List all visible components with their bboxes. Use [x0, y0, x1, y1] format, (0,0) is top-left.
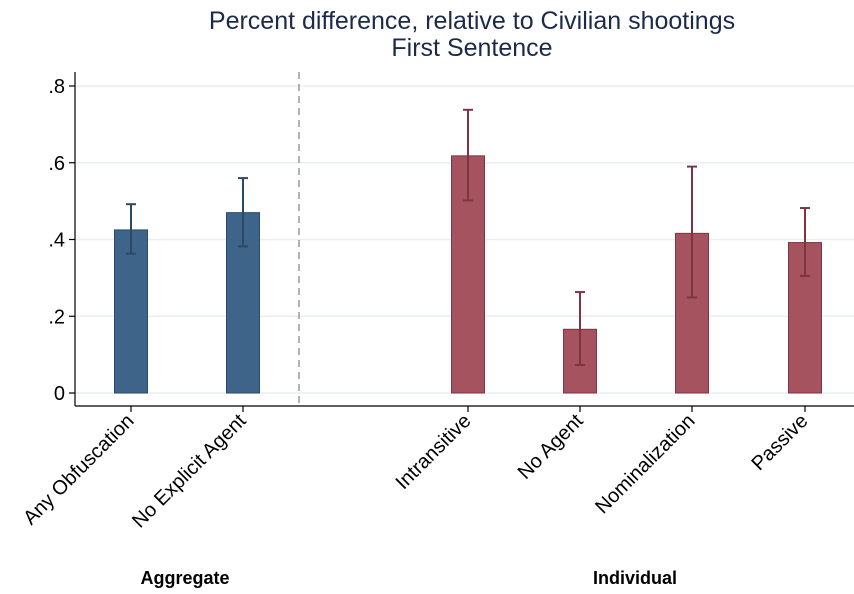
- group-label-individual: Individual: [592, 568, 678, 588]
- x-tick-label: Passive: [747, 410, 812, 475]
- x-tick-label: No Explicit Agent: [128, 410, 251, 533]
- x-tick-label: No Agent: [514, 410, 588, 484]
- chart-subtitle: First Sentence: [391, 34, 553, 62]
- bar: [114, 229, 148, 394]
- group-label-aggregate: Aggregate: [140, 568, 230, 588]
- chart-title: Percent difference, relative to Civilian…: [208, 7, 736, 35]
- x-tick-label: Nominalization: [591, 410, 699, 518]
- y-tick-label: .4: [48, 230, 65, 252]
- y-tick-label: .8: [48, 76, 65, 98]
- x-tick-label: Intransitive: [392, 410, 476, 494]
- y-tick-label: .2: [48, 306, 65, 328]
- y-tick-label: 0: [54, 383, 65, 405]
- x-tick-label: Any Obfuscation: [19, 410, 138, 529]
- y-tick-label: .6: [48, 153, 65, 175]
